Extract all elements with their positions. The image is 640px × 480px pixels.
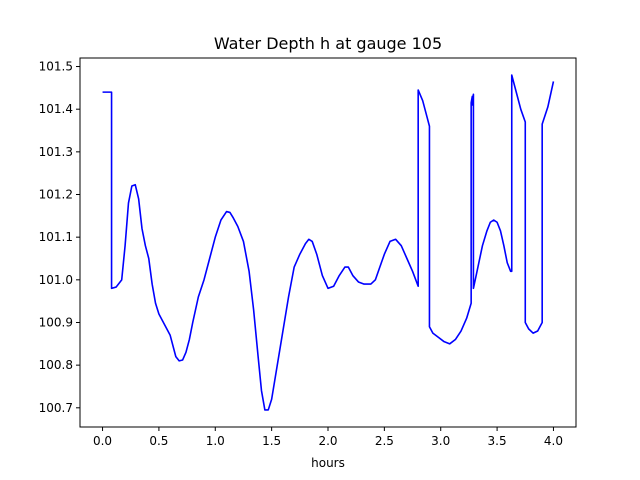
y-tick-label: 100.7 — [39, 401, 73, 415]
x-tick-label: 4.0 — [544, 434, 563, 448]
y-tick-label: 101.3 — [39, 145, 73, 159]
chart-title: Water Depth h at gauge 105 — [214, 34, 442, 53]
y-tick-label: 101.1 — [39, 230, 73, 244]
y-tick-label: 100.9 — [39, 315, 73, 329]
y-tick-label: 101.5 — [39, 60, 73, 74]
x-tick-label: 3.0 — [431, 434, 450, 448]
x-axis-label: hours — [311, 456, 345, 470]
series-layer — [102, 74, 555, 411]
y-axis: 100.7 100.8 100.9 101.0 101.1 101.2 101.3 101.4… — [39, 60, 80, 415]
x-tick-label: 2.0 — [318, 434, 337, 448]
x-tick-label: 3.5 — [488, 434, 507, 448]
x-tick-label: 1.0 — [206, 434, 225, 448]
plot-frame — [79, 57, 577, 428]
x-tick-label: 2.5 — [375, 434, 394, 448]
x-tick-label: 0.0 — [93, 434, 112, 448]
y-tick-label: 101.0 — [39, 273, 73, 287]
y-tick-label: 101.2 — [39, 188, 73, 202]
y-tick-label: 101.4 — [39, 102, 73, 116]
x-tick-label: 1.5 — [262, 434, 281, 448]
x-tick-label: 0.5 — [149, 434, 168, 448]
series-line — [102, 74, 555, 411]
plot-area — [79, 57, 577, 428]
x-axis: 0.0 0.5 1.0 1.5 2.0 2.5 3.0 3.5 4.0 — [93, 427, 563, 448]
y-tick-label: 100.8 — [39, 358, 73, 372]
